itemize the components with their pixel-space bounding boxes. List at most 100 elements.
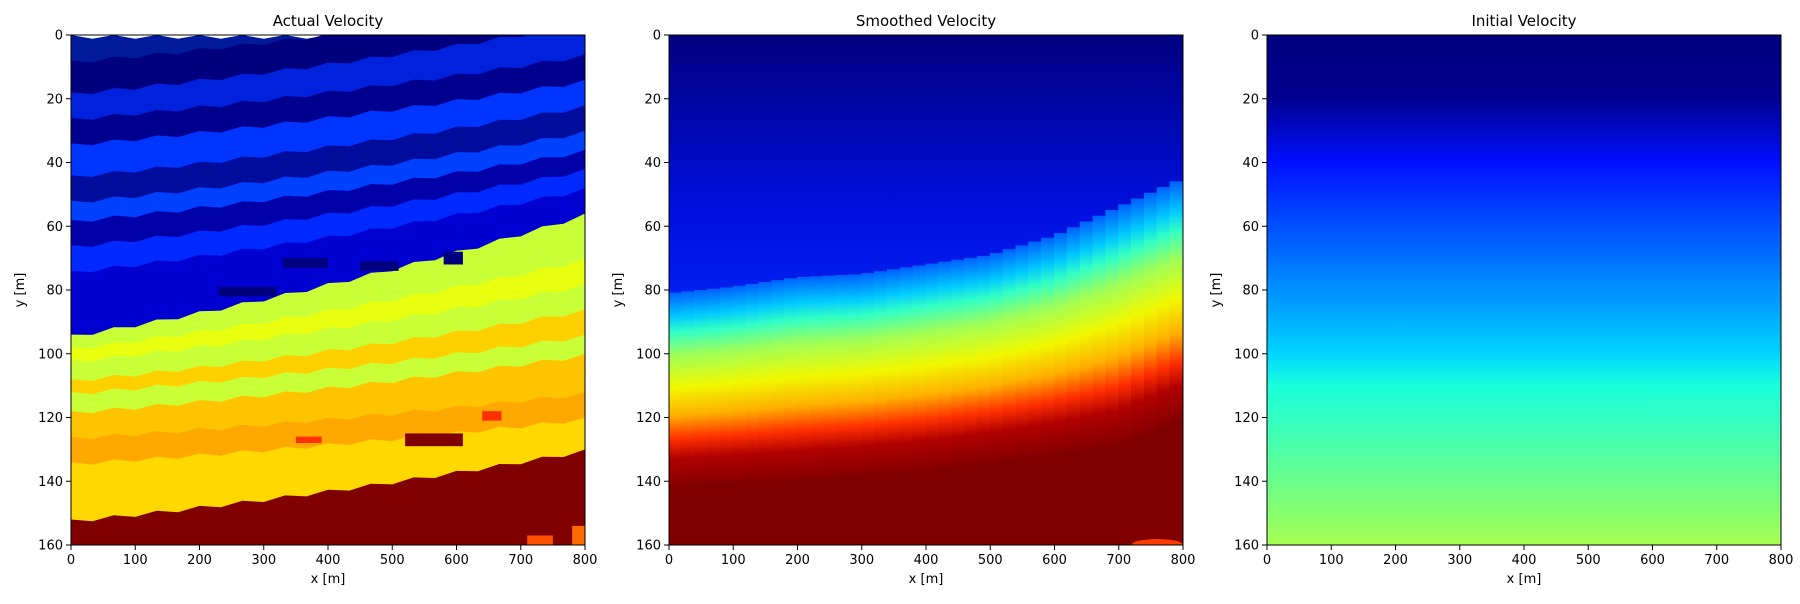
smooth-column [848, 274, 863, 481]
smooth-column [681, 291, 696, 490]
x-axis-label: x [m] [909, 572, 944, 587]
y-tick-label: 120 [1234, 411, 1259, 426]
x-tick-label: 300 [1447, 553, 1472, 568]
x-tick-label: 100 [721, 553, 746, 568]
smooth-column [822, 275, 837, 483]
smooth-column [732, 285, 747, 488]
smooth-column [925, 263, 940, 475]
y-tick-label: 40 [644, 156, 661, 171]
smooth-column [1079, 221, 1094, 455]
y-tick-label: 100 [38, 347, 63, 362]
x-tick-label: 700 [508, 553, 533, 568]
smooth-column [899, 267, 914, 477]
x-tick-label: 300 [849, 553, 874, 568]
y-tick-label: 140 [38, 475, 63, 490]
y-tick-label: 80 [1242, 284, 1259, 299]
y-tick-label: 100 [1234, 347, 1259, 362]
layer-blob-7 [527, 535, 553, 545]
layer-18 [71, 449, 585, 545]
smooth-column [1028, 241, 1043, 462]
y-axis-label: y [m] [13, 273, 28, 308]
smooth-column [1156, 187, 1171, 432]
y-tick-label: 160 [636, 539, 661, 554]
smooth-column [835, 275, 850, 482]
y-tick-label: 60 [1242, 220, 1259, 235]
plot-area [669, 35, 1183, 545]
smooth-column [1118, 204, 1133, 447]
y-tick-label: 0 [55, 29, 63, 44]
y-tick-label: 20 [1242, 92, 1259, 107]
x-tick-label: 800 [1171, 553, 1196, 568]
x-tick-label: 700 [1704, 553, 1729, 568]
smooth-column [1002, 249, 1017, 465]
x-tick-label: 500 [380, 553, 405, 568]
y-tick-label: 160 [1234, 539, 1259, 554]
x-tick-label: 400 [1512, 553, 1537, 568]
smooth-column [951, 259, 966, 471]
y-tick-label: 160 [38, 539, 63, 554]
y-tick-label: 60 [46, 220, 63, 235]
plot-area [1267, 35, 1781, 545]
smooth-column [669, 292, 683, 491]
smooth-column [1066, 227, 1081, 457]
layer-blob-0 [218, 286, 277, 297]
smooth-column [861, 273, 876, 480]
chart-title: Actual Velocity [273, 12, 384, 30]
y-axis-label: y [m] [1209, 273, 1224, 308]
y-tick-label: 0 [1251, 29, 1259, 44]
smooth-column [989, 253, 1004, 467]
smooth-column [1015, 245, 1030, 463]
smooth-column [771, 280, 786, 486]
smooth-column [874, 271, 888, 479]
layer-blob-4 [295, 436, 322, 443]
smooth-column [1041, 237, 1055, 460]
layer-blob-8 [572, 525, 585, 545]
y-axis-label: y [m] [611, 273, 626, 308]
y-tick-label: 60 [644, 220, 661, 235]
layer-blob-1 [283, 258, 328, 268]
x-tick-label: 500 [978, 553, 1003, 568]
layer-blob-2 [360, 261, 399, 271]
x-tick-label: 300 [251, 553, 276, 568]
x-tick-label: 200 [1383, 553, 1408, 568]
y-tick-label: 20 [644, 92, 661, 107]
y-tick-label: 140 [636, 475, 661, 490]
x-tick-label: 200 [785, 553, 810, 568]
smooth-hotspot [1131, 539, 1183, 545]
smooth-base [669, 417, 1183, 545]
y-tick-label: 120 [38, 411, 63, 426]
smooth-column [694, 290, 709, 490]
x-tick-label: 400 [316, 553, 341, 568]
smooth-column [1054, 232, 1068, 458]
smooth-column [886, 269, 901, 478]
y-tick-label: 80 [46, 284, 63, 299]
smooth-column [912, 265, 927, 476]
x-tick-label: 700 [1106, 553, 1131, 568]
x-tick-label: 600 [444, 553, 469, 568]
y-tick-label: 100 [636, 347, 661, 362]
y-tick-label: 80 [644, 284, 661, 299]
x-tick-label: 100 [1319, 553, 1344, 568]
gradient-fill [1267, 35, 1781, 545]
x-tick-label: 800 [573, 553, 598, 568]
smooth-column [1105, 209, 1120, 451]
chart-title: Smoothed Velocity [856, 12, 996, 30]
smooth-column [758, 282, 773, 487]
layer-blob-6 [482, 411, 502, 421]
y-tick-label: 120 [636, 411, 661, 426]
smooth-column [784, 278, 798, 485]
x-tick-label: 400 [914, 553, 939, 568]
y-tick-label: 20 [46, 92, 63, 107]
x-axis-label: x [m] [311, 572, 346, 587]
layer-blob-5 [405, 433, 463, 447]
smooth-column [707, 288, 721, 489]
y-tick-label: 40 [46, 156, 63, 171]
x-tick-label: 100 [123, 553, 148, 568]
smooth-column [745, 283, 760, 487]
y-tick-label: 40 [1242, 156, 1259, 171]
x-tick-label: 600 [1640, 553, 1665, 568]
y-tick-label: 140 [1234, 475, 1259, 490]
